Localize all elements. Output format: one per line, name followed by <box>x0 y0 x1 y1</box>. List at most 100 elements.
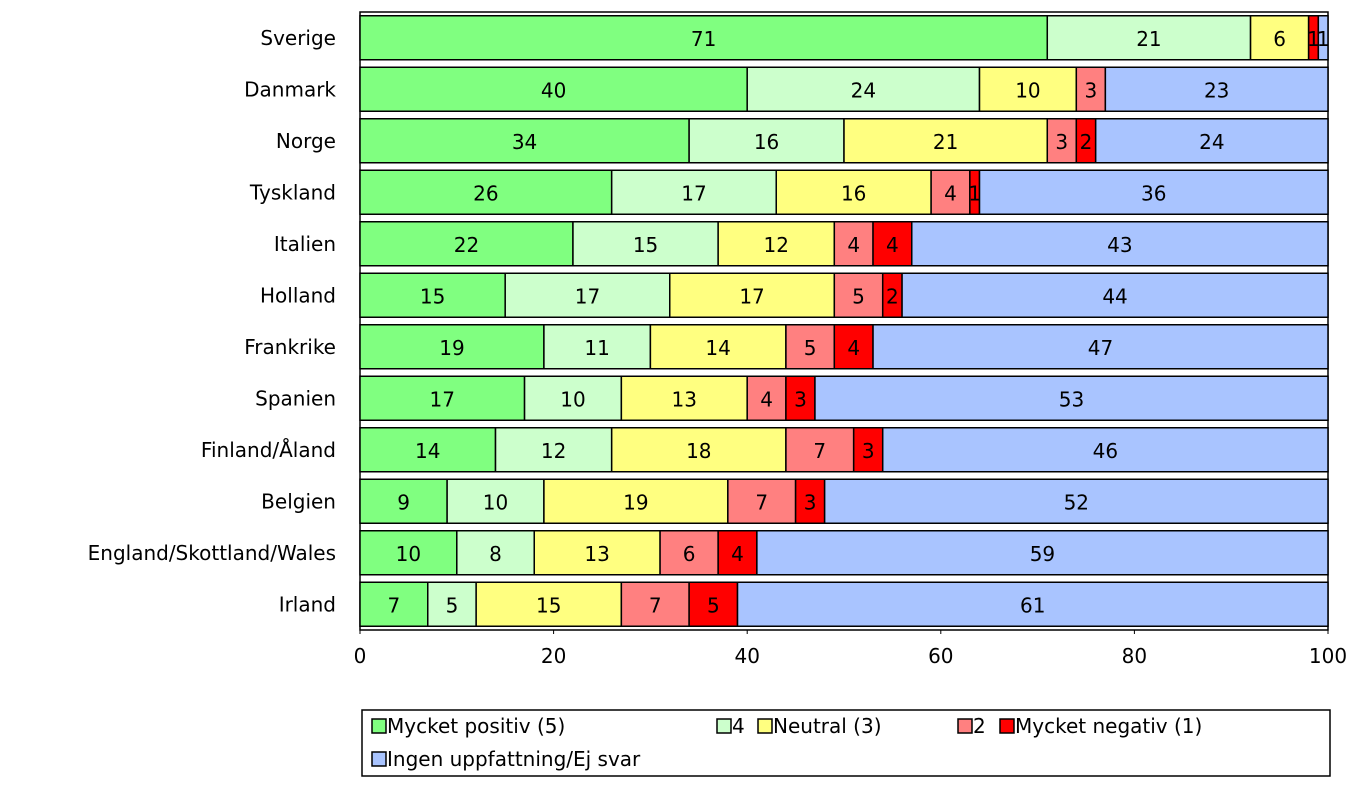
data-label: 3 <box>1084 78 1097 102</box>
bar-segment <box>717 530 758 576</box>
bar-segment <box>427 581 477 627</box>
data-label: 12 <box>541 439 566 463</box>
data-label: 7 <box>755 490 768 514</box>
data-label: 17 <box>430 387 455 411</box>
bar-segment <box>833 221 874 267</box>
x-tick-label: 80 <box>1122 644 1147 668</box>
data-label: 17 <box>739 284 764 308</box>
legend-swatch <box>371 718 387 734</box>
data-label: 10 <box>560 387 585 411</box>
data-label: 6 <box>683 542 696 566</box>
data-label: 17 <box>681 181 706 205</box>
bar-segment <box>736 581 1329 627</box>
legend-label: Mycket positiv (5) <box>387 714 565 738</box>
bar-segment <box>533 530 661 576</box>
data-label: 24 <box>1199 130 1224 154</box>
data-label: 4 <box>944 181 957 205</box>
bar-segment <box>523 375 623 421</box>
data-label: 10 <box>483 490 508 514</box>
bar-segment <box>359 15 1049 61</box>
data-label: 3 <box>1055 130 1068 154</box>
data-label: 40 <box>541 78 566 102</box>
data-label: 14 <box>705 336 730 360</box>
data-label: 1 <box>968 181 981 205</box>
bar-segment <box>785 324 836 370</box>
bar-segment <box>659 530 719 576</box>
data-label: 2 <box>886 284 899 308</box>
data-label: 44 <box>1102 284 1127 308</box>
bar-segment <box>978 66 1078 112</box>
data-label: 21 <box>933 130 958 154</box>
legend-swatch <box>716 718 732 734</box>
bar-segment <box>359 118 690 164</box>
data-label: 15 <box>420 284 445 308</box>
bar-segment <box>872 324 1329 370</box>
bar-segment <box>1046 15 1252 61</box>
y-tick-label: Frankrike <box>244 335 336 359</box>
data-label: 24 <box>851 78 876 102</box>
data-label: 7 <box>813 439 826 463</box>
data-label: 16 <box>754 130 779 154</box>
y-tick-label: Norge <box>276 129 336 153</box>
data-label: 13 <box>672 387 697 411</box>
bar-segment <box>746 66 981 112</box>
data-label: 4 <box>760 387 773 411</box>
bar-segment <box>359 221 574 267</box>
y-tick-label: Belgien <box>261 489 336 513</box>
data-label: 36 <box>1141 181 1166 205</box>
legend-swatch <box>999 718 1015 734</box>
bar-segment <box>1075 66 1107 112</box>
data-label: 26 <box>473 181 498 205</box>
bar-segment <box>1317 15 1329 61</box>
x-tick-label: 100 <box>1309 644 1347 668</box>
data-label: 11 <box>584 336 609 360</box>
data-label: 7 <box>388 593 401 617</box>
data-label: 8 <box>489 542 502 566</box>
y-tick-label: Danmark <box>244 77 336 101</box>
bar-segment <box>543 478 729 524</box>
data-label: 1 <box>1307 27 1320 51</box>
data-label: 34 <box>512 130 537 154</box>
legend-label: Mycket negativ (1) <box>1015 714 1202 738</box>
data-label: 5 <box>446 593 459 617</box>
bar-segment <box>688 118 845 164</box>
legend-label: Ingen uppfattning/Ej svar <box>387 747 641 771</box>
data-label: 5 <box>852 284 865 308</box>
bar-segment <box>572 221 719 267</box>
data-label: 23 <box>1204 78 1229 102</box>
data-label: 4 <box>731 542 744 566</box>
data-label: 71 <box>691 27 716 51</box>
data-label: 3 <box>794 387 807 411</box>
x-tick-label: 40 <box>734 644 759 668</box>
data-label: 2 <box>1080 130 1093 154</box>
bar-segment <box>359 169 613 215</box>
legend-box <box>361 709 1331 777</box>
bar-segment <box>620 375 748 421</box>
bar-segment <box>814 375 1329 421</box>
legend-swatch <box>757 718 773 734</box>
bar-segment <box>785 375 816 421</box>
data-label: 61 <box>1020 593 1045 617</box>
data-label: 59 <box>1030 542 1055 566</box>
x-tick-label: 0 <box>354 644 367 668</box>
data-label: 4 <box>847 336 860 360</box>
bar-segment <box>930 169 971 215</box>
bar-segment <box>1104 66 1329 112</box>
data-label: 3 <box>862 439 875 463</box>
data-label: 3 <box>804 490 817 514</box>
bar-segment <box>794 478 826 524</box>
data-label: 18 <box>686 439 711 463</box>
bar-segment <box>756 530 1329 576</box>
data-label: 46 <box>1093 439 1118 463</box>
bar-segment <box>823 478 1329 524</box>
bar-segment <box>504 272 671 318</box>
data-label: 5 <box>707 593 720 617</box>
data-label: 7 <box>649 593 662 617</box>
data-label: 9 <box>397 490 410 514</box>
data-label: 16 <box>841 181 866 205</box>
bar-segment <box>978 169 1329 215</box>
y-tick-label: Tyskland <box>249 180 336 204</box>
data-label: 52 <box>1064 490 1089 514</box>
data-label: 10 <box>396 542 421 566</box>
